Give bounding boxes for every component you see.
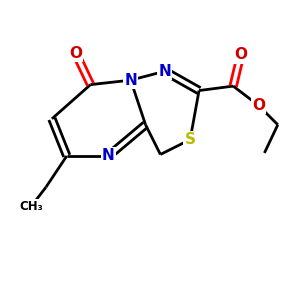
Text: N: N (124, 73, 137, 88)
Text: O: O (234, 47, 247, 62)
Text: S: S (184, 132, 196, 147)
Text: O: O (69, 46, 82, 61)
Text: N: N (158, 64, 171, 79)
Text: CH₃: CH₃ (19, 200, 43, 213)
Text: O: O (252, 98, 265, 113)
Text: N: N (102, 148, 115, 164)
